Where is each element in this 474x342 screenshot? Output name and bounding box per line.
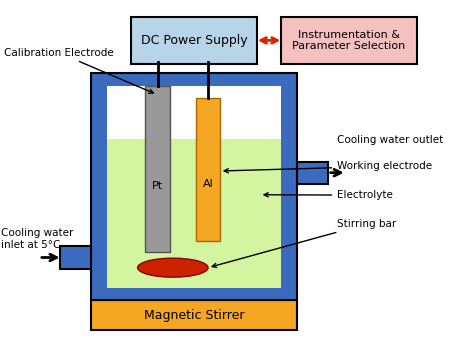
Text: Electrolyte: Electrolyte (264, 190, 393, 200)
Text: Cooling water outlet: Cooling water outlet (337, 135, 444, 145)
Text: Pt: Pt (152, 181, 163, 191)
FancyBboxPatch shape (297, 162, 328, 184)
Text: Stirring bar: Stirring bar (212, 219, 396, 267)
Text: DC Power Supply: DC Power Supply (141, 34, 247, 47)
Text: Calibration Electrode: Calibration Electrode (4, 48, 153, 93)
FancyBboxPatch shape (130, 17, 257, 64)
FancyBboxPatch shape (145, 86, 171, 252)
Text: Al: Al (203, 179, 213, 188)
FancyBboxPatch shape (91, 73, 297, 300)
FancyBboxPatch shape (107, 86, 281, 288)
FancyBboxPatch shape (91, 300, 297, 330)
FancyBboxPatch shape (281, 17, 417, 64)
FancyBboxPatch shape (107, 139, 281, 288)
Text: Magnetic Stirrer: Magnetic Stirrer (144, 309, 244, 322)
Text: Instrumentation &
Parameter Selection: Instrumentation & Parameter Selection (292, 30, 406, 51)
FancyBboxPatch shape (60, 247, 91, 268)
FancyBboxPatch shape (196, 98, 220, 240)
Text: Working electrode: Working electrode (224, 161, 432, 173)
Ellipse shape (137, 258, 208, 277)
Text: Cooling water
inlet at 5°C: Cooling water inlet at 5°C (1, 228, 74, 250)
